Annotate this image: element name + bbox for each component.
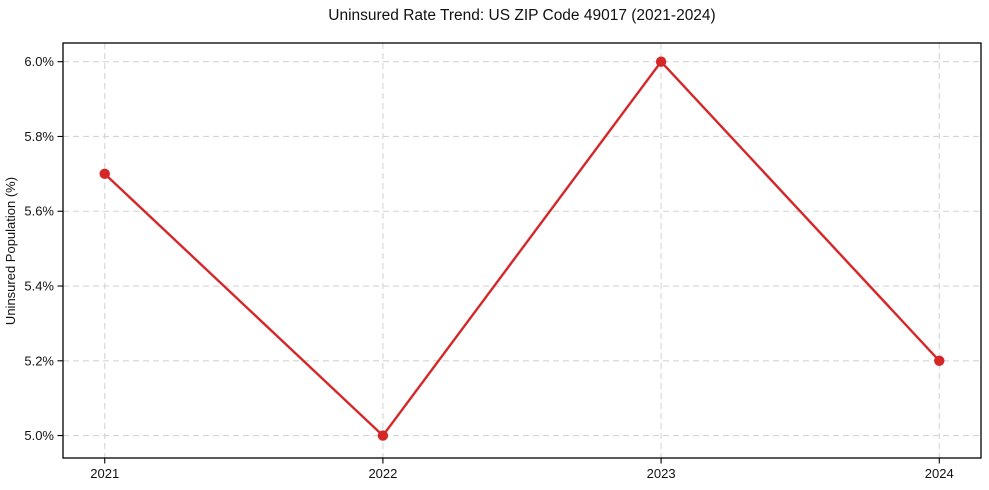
x-tick-label: 2022 bbox=[368, 466, 397, 481]
trend-line bbox=[103, 60, 941, 437]
data-point bbox=[655, 56, 667, 67]
x-tick-label: 2024 bbox=[925, 466, 954, 481]
plot-border bbox=[62, 42, 982, 459]
y-tick-label: 5.2% bbox=[24, 353, 54, 368]
axis-ticks: 2021 2022 2023 2024 5.0% 5.2% 5.4% 5.6% 5.8% 6.0% bbox=[24, 54, 953, 481]
y-tick-label: 5.4% bbox=[24, 279, 54, 294]
x-tick-label: 2023 bbox=[647, 466, 676, 481]
data-series bbox=[99, 56, 945, 441]
data-point bbox=[377, 430, 389, 441]
y-tick-label: 5.0% bbox=[24, 428, 54, 443]
chart-title: Uninsured Rate Trend: US ZIP Code 49017 … bbox=[328, 7, 715, 24]
data-point bbox=[934, 355, 945, 366]
gridlines bbox=[63, 43, 981, 458]
y-axis-label: Uninsured Population (%) bbox=[3, 177, 18, 325]
y-tick-label: 5.8% bbox=[24, 129, 54, 144]
x-tick-label: 2021 bbox=[90, 466, 119, 481]
y-tick-label: 5.6% bbox=[24, 204, 54, 219]
y-tick-label: 6.0% bbox=[24, 54, 54, 69]
data-point bbox=[99, 168, 110, 180]
